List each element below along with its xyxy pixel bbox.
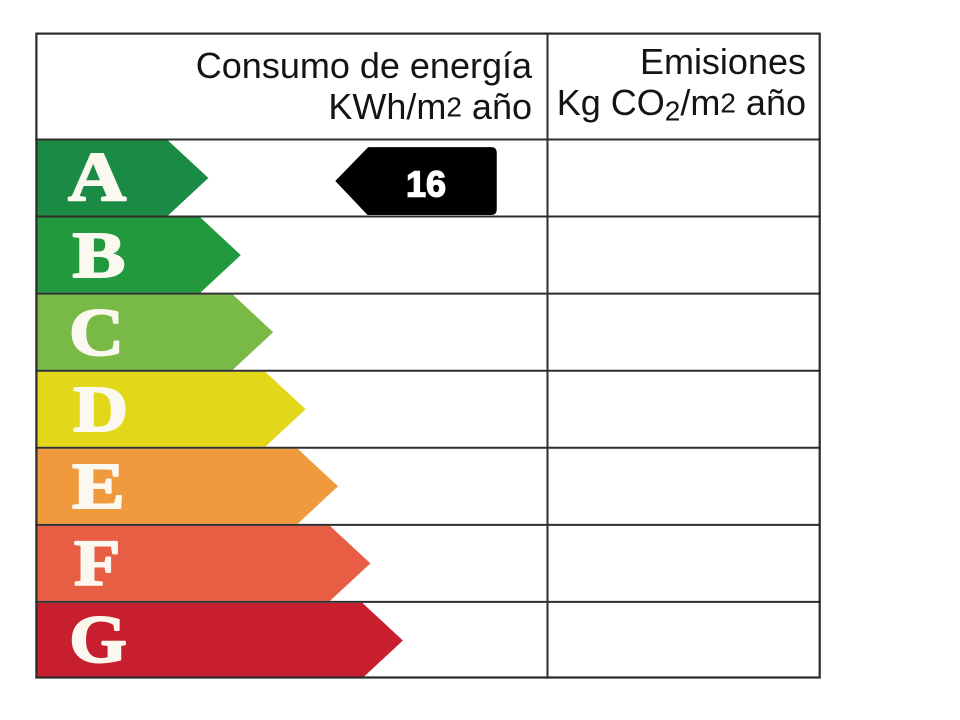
svg-text:F: F	[74, 527, 120, 599]
svg-text:16: 16	[406, 164, 446, 205]
svg-text:G: G	[69, 603, 127, 678]
svg-text:Consumo de energía: Consumo de energía	[196, 45, 533, 86]
svg-text:B: B	[73, 218, 126, 291]
svg-text:A: A	[68, 139, 126, 216]
svg-text:C: C	[69, 295, 124, 370]
svg-text:E: E	[72, 449, 125, 522]
svg-text:KWh/m2 año: KWh/m2 año	[328, 86, 532, 127]
svg-text:Emisiones: Emisiones	[640, 41, 806, 82]
svg-text:D: D	[73, 373, 128, 445]
svg-text:Kg CO2/m2 año: Kg CO2/m2 año	[557, 82, 806, 127]
